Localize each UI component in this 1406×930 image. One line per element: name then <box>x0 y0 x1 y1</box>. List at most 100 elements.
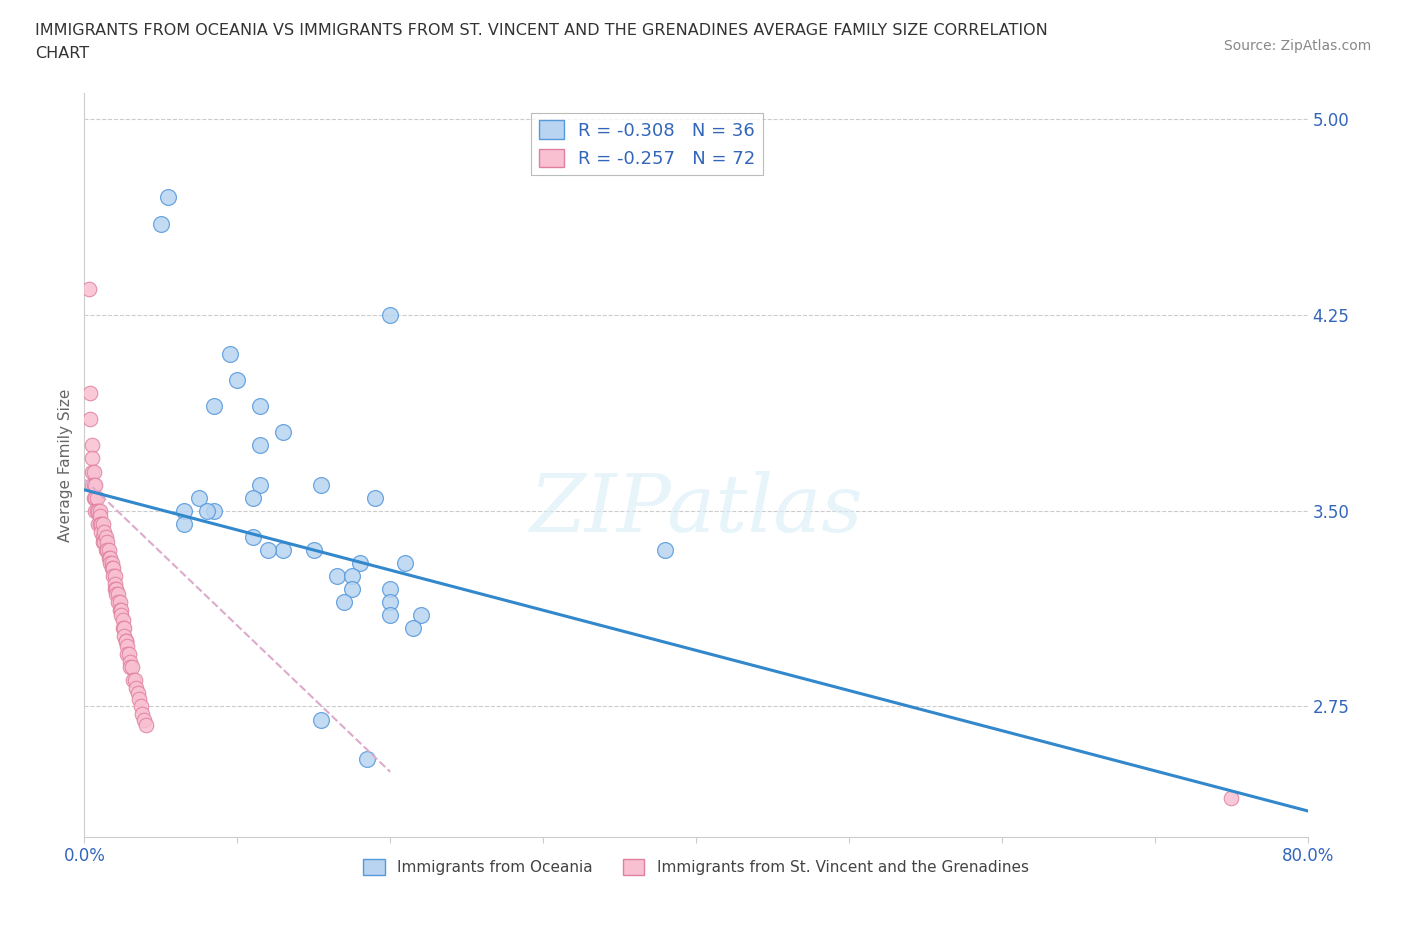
Point <box>249 438 271 453</box>
Point <box>121 660 143 675</box>
Point <box>271 425 294 440</box>
Point <box>89 516 111 531</box>
Point <box>83 477 105 492</box>
Point <box>112 620 135 635</box>
Point <box>249 399 271 414</box>
Point <box>135 717 157 732</box>
Point <box>356 751 378 766</box>
Point <box>195 503 218 518</box>
Point <box>149 216 172 231</box>
Point <box>1220 790 1243 805</box>
Point <box>101 561 124 576</box>
Point <box>105 581 128 596</box>
Point <box>80 464 103 479</box>
Point <box>124 673 146 688</box>
Point <box>202 399 225 414</box>
Point <box>340 581 363 596</box>
Point <box>79 412 101 427</box>
Point <box>394 555 416 570</box>
Point <box>402 620 425 635</box>
Point <box>340 568 363 583</box>
Point <box>349 555 371 570</box>
Legend: Immigrants from Oceania, Immigrants from St. Vincent and the Grenadines: Immigrants from Oceania, Immigrants from… <box>357 853 1035 882</box>
Point <box>103 568 125 583</box>
Point <box>80 477 103 492</box>
Point <box>103 561 125 576</box>
Point <box>114 633 136 648</box>
Point <box>364 490 387 505</box>
Point <box>96 542 118 557</box>
Text: ZIPatlas: ZIPatlas <box>529 471 863 549</box>
Point <box>125 681 148 696</box>
Point <box>127 686 149 701</box>
Point <box>311 477 333 492</box>
Point <box>188 490 211 505</box>
Point <box>86 503 108 518</box>
Point <box>83 464 105 479</box>
Point <box>226 373 249 388</box>
Point <box>249 477 271 492</box>
Point <box>380 607 402 622</box>
Point <box>302 542 325 557</box>
Point <box>325 568 347 583</box>
Point <box>84 477 107 492</box>
Point <box>98 551 121 565</box>
Point <box>84 490 107 505</box>
Point <box>110 603 132 618</box>
Point <box>96 535 118 550</box>
Point <box>98 555 121 570</box>
Point <box>97 551 120 565</box>
Point <box>94 542 117 557</box>
Point <box>90 516 112 531</box>
Point <box>108 594 131 609</box>
Point <box>91 535 114 550</box>
Point <box>86 490 108 505</box>
Text: Source: ZipAtlas.com: Source: ZipAtlas.com <box>1223 39 1371 53</box>
Point <box>380 308 402 323</box>
Text: CHART: CHART <box>35 46 89 61</box>
Point <box>311 712 333 727</box>
Point <box>94 529 117 544</box>
Point <box>120 660 142 675</box>
Point <box>77 282 100 297</box>
Point <box>115 639 138 654</box>
Point <box>409 607 432 622</box>
Point <box>80 438 103 453</box>
Point <box>104 581 127 596</box>
Point <box>79 386 101 401</box>
Point <box>132 712 155 727</box>
Point <box>114 633 136 648</box>
Y-axis label: Average Family Size: Average Family Size <box>58 389 73 541</box>
Point <box>108 603 131 618</box>
Point <box>157 190 180 205</box>
Point <box>111 613 134 628</box>
Point <box>129 699 152 714</box>
Point <box>101 555 124 570</box>
Point <box>128 691 150 706</box>
Text: IMMIGRANTS FROM OCEANIA VS IMMIGRANTS FROM ST. VINCENT AND THE GRENADINES AVERAG: IMMIGRANTS FROM OCEANIA VS IMMIGRANTS FR… <box>35 23 1047 38</box>
Point <box>202 503 225 518</box>
Point <box>84 503 107 518</box>
Point <box>120 655 142 670</box>
Point <box>89 503 111 518</box>
Point <box>333 594 356 609</box>
Point <box>173 503 195 518</box>
Point <box>87 516 110 531</box>
Point <box>257 542 280 557</box>
Point <box>105 587 128 602</box>
Point <box>91 516 114 531</box>
Point <box>242 529 264 544</box>
Point <box>218 347 240 362</box>
Point <box>107 587 129 602</box>
Point <box>91 529 114 544</box>
Point <box>83 490 105 505</box>
Point <box>111 620 134 635</box>
Point <box>87 503 110 518</box>
Point <box>107 594 129 609</box>
Point <box>131 707 153 722</box>
Point <box>97 542 120 557</box>
Point <box>112 629 135 644</box>
Point <box>89 509 111 524</box>
Point <box>110 607 132 622</box>
Point <box>271 542 294 557</box>
